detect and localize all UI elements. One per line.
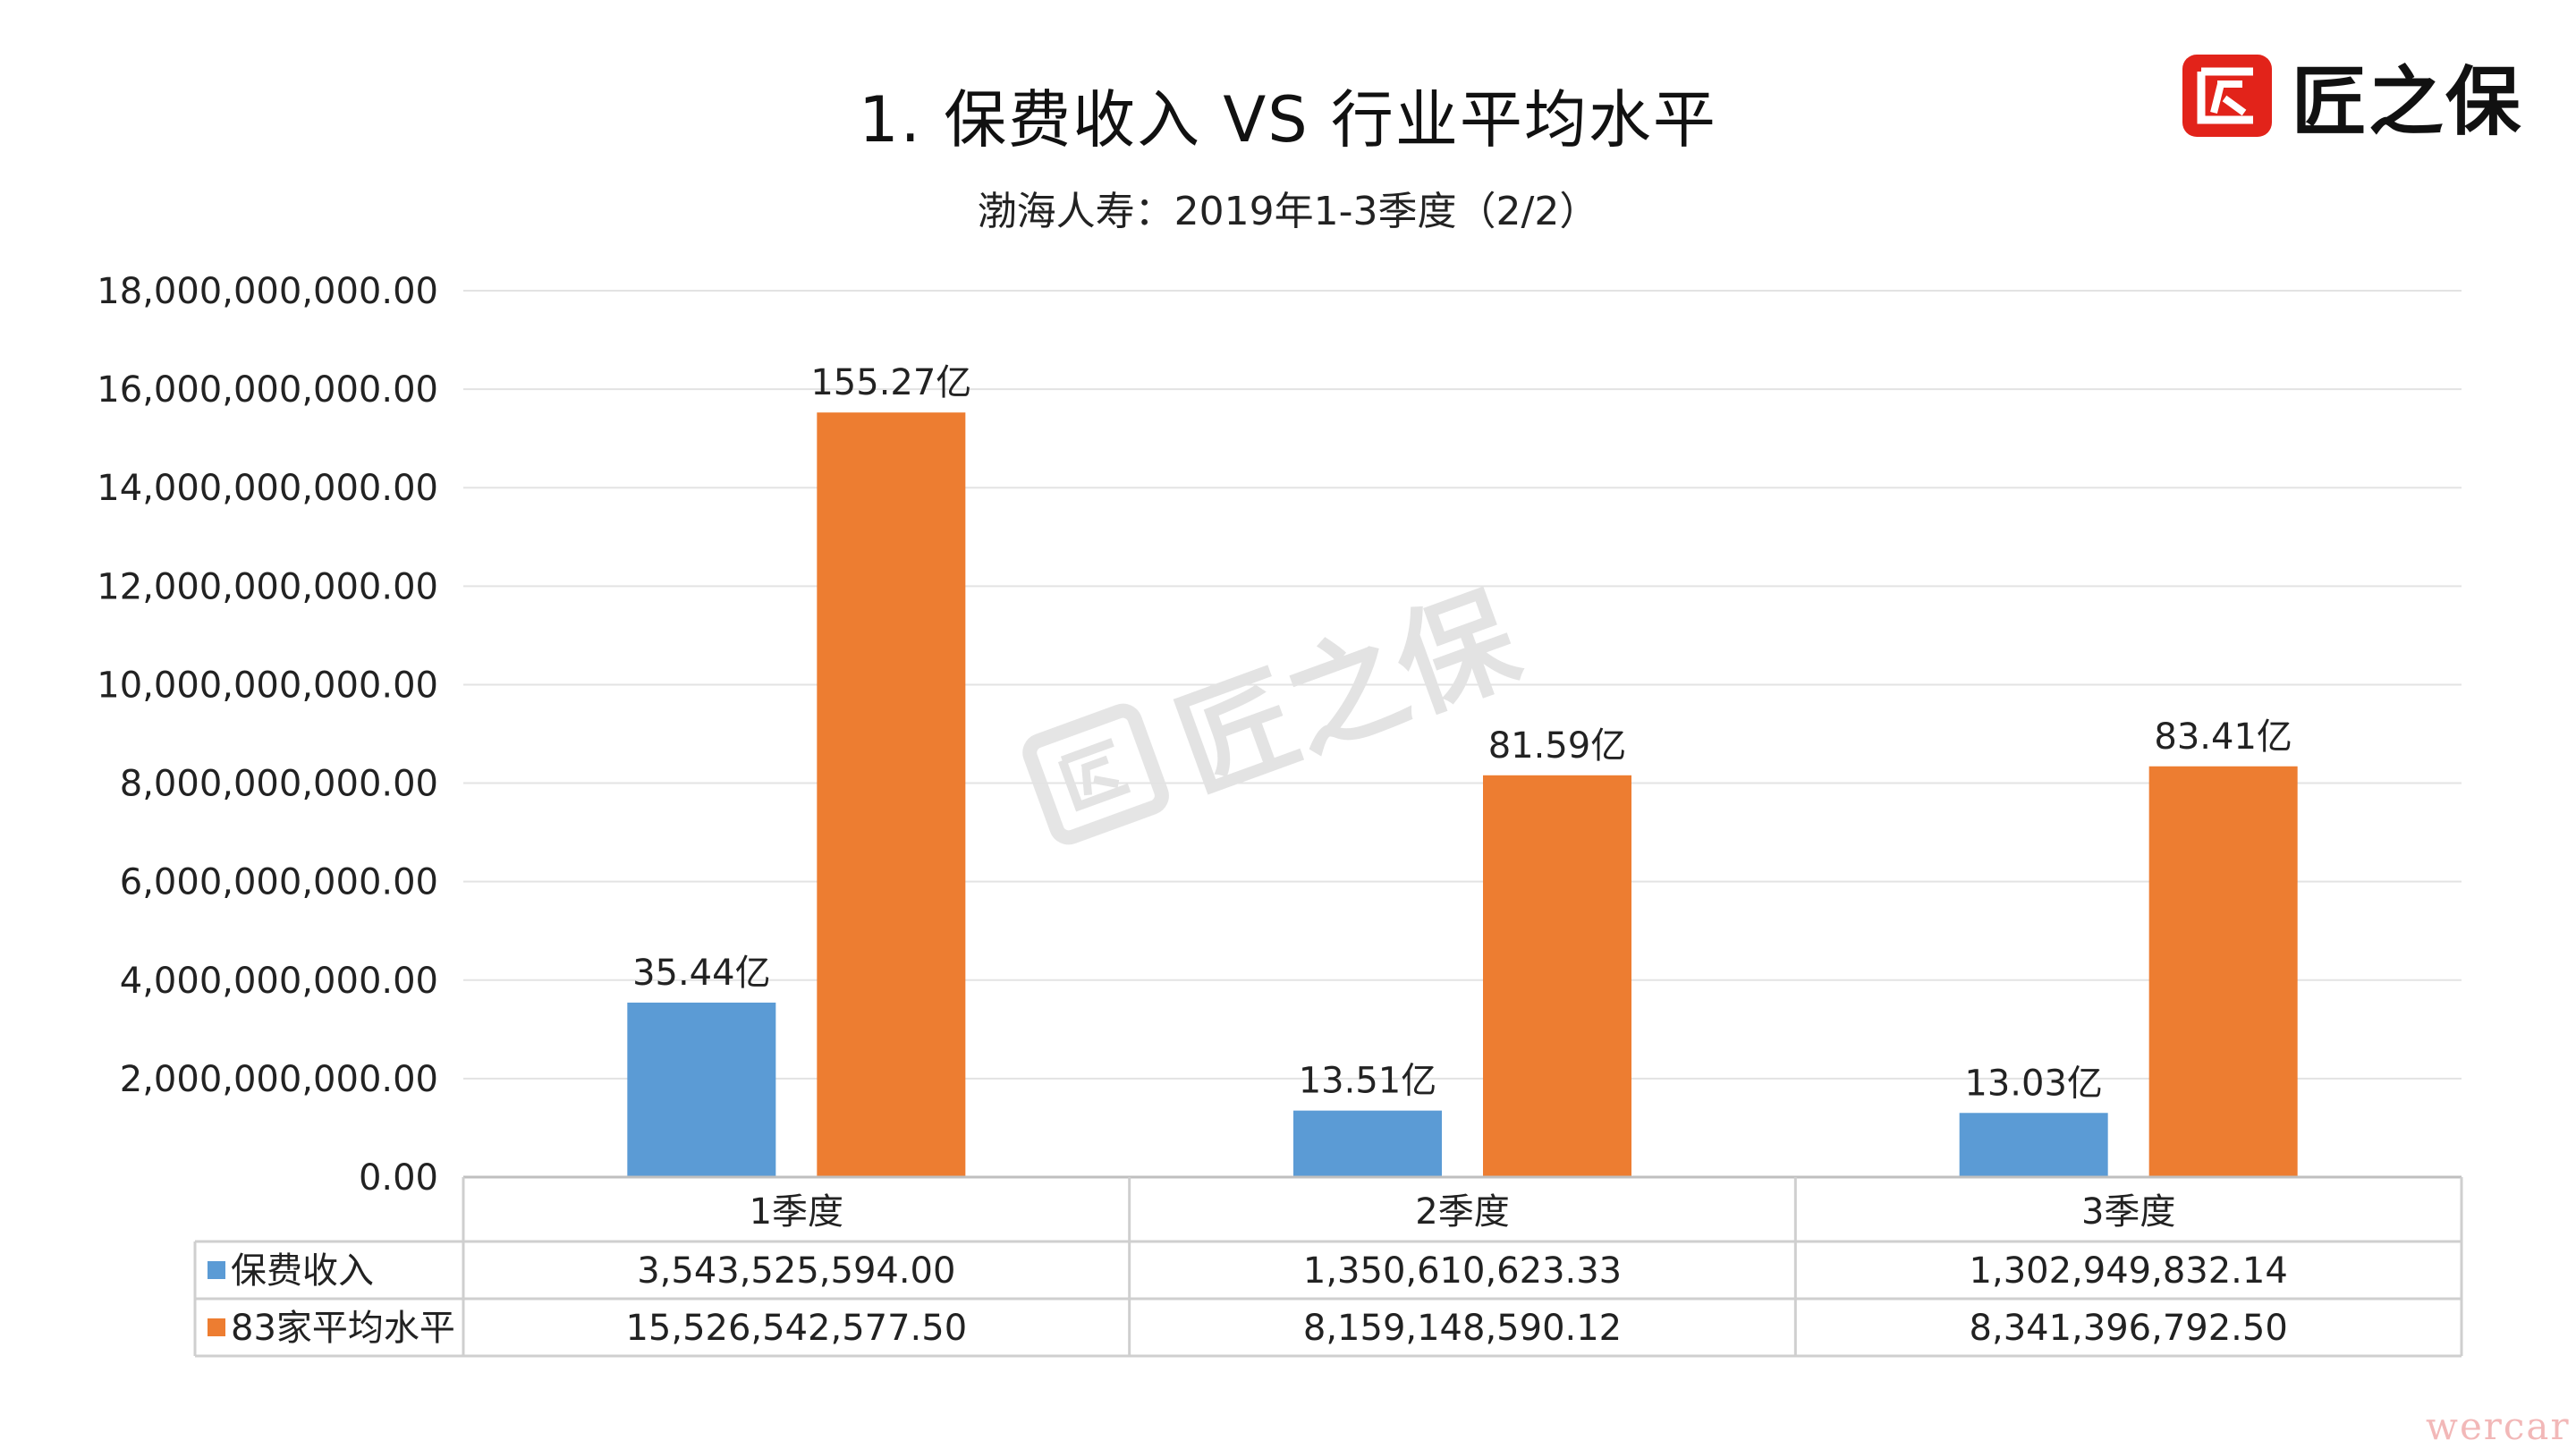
brand-logo-icon — [2182, 55, 2272, 137]
legend-swatch — [208, 1318, 225, 1336]
y-tick-label: 8,000,000,000.00 — [120, 764, 438, 805]
table-cell: 8,159,148,590.12 — [1303, 1308, 1622, 1349]
bar — [2148, 766, 2298, 1177]
table-cell: 8,341,396,792.50 — [1970, 1308, 2288, 1349]
y-tick-label: 10,000,000,000.00 — [97, 665, 438, 706]
bar — [1959, 1113, 2108, 1177]
table-cell: 15,526,542,577.50 — [625, 1308, 967, 1349]
brand-name: 匠之保 — [2292, 57, 2523, 146]
data-label: 35.44亿 — [632, 953, 771, 994]
corner-watermark: wercar — [2426, 1404, 2571, 1448]
chart-title: 1. 保费收入 VS 行业平均水平 — [859, 83, 1717, 157]
data-label: 13.03亿 — [1964, 1063, 2103, 1104]
data-label: 13.51亿 — [1299, 1061, 1437, 1102]
bar — [1293, 1110, 1442, 1177]
legend-label: 83家平均水平 — [231, 1308, 455, 1349]
data-label: 83.41亿 — [2154, 716, 2292, 758]
y-tick-label: 14,000,000,000.00 — [97, 468, 438, 509]
chart-subtitle: 渤海人寿：2019年1-3季度（2/2） — [977, 189, 1599, 234]
bar — [817, 412, 966, 1177]
y-tick-label: 16,000,000,000.00 — [97, 369, 438, 411]
y-tick-label: 18,000,000,000.00 — [97, 271, 438, 312]
y-tick-label: 4,000,000,000.00 — [120, 961, 438, 1002]
data-label: 81.59亿 — [1488, 725, 1627, 767]
table-cell: 1,350,610,623.33 — [1303, 1250, 1622, 1292]
y-tick-label: 0.00 — [359, 1157, 438, 1199]
table-cell: 1,302,949,832.14 — [1970, 1250, 2288, 1292]
legend-label: 保费收入 — [231, 1250, 374, 1292]
brand-logo: 匠之保 — [2182, 47, 2558, 146]
table-cell: 3,543,525,594.00 — [637, 1250, 955, 1292]
y-tick-label: 6,000,000,000.00 — [120, 862, 438, 903]
category-label: 2季度 — [1415, 1191, 1509, 1233]
data-label: 155.27亿 — [810, 362, 971, 403]
legend-swatch — [208, 1261, 225, 1279]
bar — [1483, 775, 1631, 1177]
bar — [627, 1002, 776, 1177]
y-tick-label: 2,000,000,000.00 — [120, 1059, 438, 1100]
y-tick-label: 12,000,000,000.00 — [97, 566, 438, 607]
category-label: 3季度 — [2081, 1191, 2175, 1233]
category-label: 1季度 — [750, 1191, 843, 1233]
